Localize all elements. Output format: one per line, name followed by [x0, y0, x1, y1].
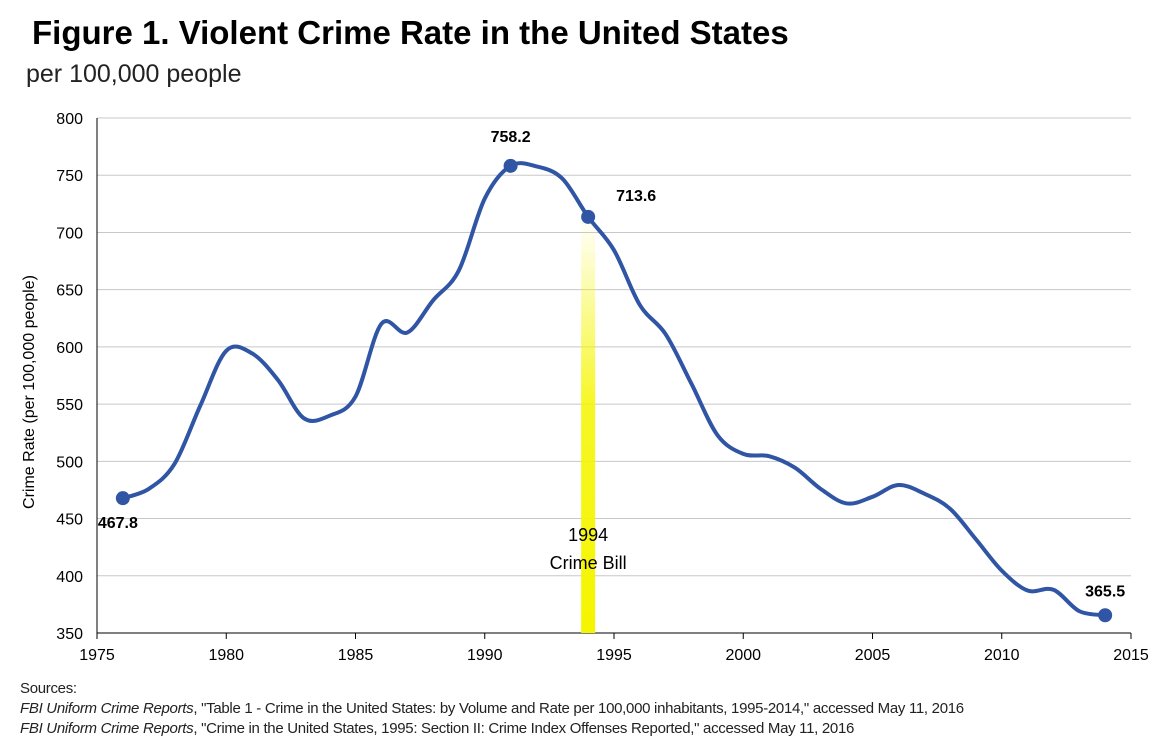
x-tick-label: 1975	[79, 647, 115, 664]
data-label: 467.8	[98, 515, 138, 532]
annotation-text: 1994	[568, 525, 608, 545]
x-tick-label: 2000	[725, 647, 761, 664]
y-tick-label: 600	[56, 340, 83, 357]
y-tick-label: 500	[56, 454, 83, 471]
data-point-marker	[581, 209, 596, 224]
sources: Sources: FBI Uniform Crime Reports, "Tab…	[20, 679, 964, 739]
data-label: 713.6	[616, 188, 656, 205]
annotation-text: Crime Bill	[550, 553, 627, 573]
x-tick-label: 1995	[596, 647, 632, 664]
x-tick-label: 2005	[855, 647, 891, 664]
data-point-marker	[1098, 608, 1113, 623]
source-text: , "Crime in the United States, 1995: Sec…	[193, 720, 855, 737]
y-tick-label: 550	[56, 397, 83, 414]
source-item: FBI Uniform Crime Reports, "Table 1 - Cr…	[20, 699, 964, 719]
data-label: 758.2	[491, 129, 531, 146]
y-tick-label: 750	[56, 168, 83, 185]
y-axis-label: Crime Rate (per 100,000 people)	[21, 275, 38, 509]
x-tick-label: 1985	[338, 647, 374, 664]
source-text: , "Table 1 - Crime in the United States:…	[193, 700, 964, 717]
chart-title: Figure 1. Violent Crime Rate in the Unit…	[32, 14, 789, 51]
data-point-marker	[503, 158, 518, 173]
data-label: 365.5	[1085, 583, 1125, 600]
y-tick-label: 700	[56, 225, 83, 242]
y-tick-label: 800	[56, 111, 83, 128]
x-tick-label: 2015	[1113, 647, 1149, 664]
source-item: FBI Uniform Crime Reports, "Crime in the…	[20, 719, 964, 739]
sources-heading: Sources:	[20, 680, 77, 697]
x-tick-label: 1990	[467, 647, 503, 664]
crime-rate-line	[122, 161, 1106, 618]
y-tick-label: 350	[56, 626, 83, 643]
x-tick-label: 2010	[984, 647, 1020, 664]
y-tick-label: 400	[56, 569, 83, 586]
crime-bill-highlight-bar	[581, 216, 596, 633]
chart-subtitle: per 100,000 people	[26, 60, 242, 88]
data-point-marker	[115, 491, 130, 506]
y-tick-label: 650	[56, 283, 83, 300]
x-tick-label: 1980	[208, 647, 244, 664]
source-publication: FBI Uniform Crime Reports	[20, 700, 194, 717]
source-publication: FBI Uniform Crime Reports	[20, 720, 194, 737]
y-tick-label: 450	[56, 512, 83, 529]
